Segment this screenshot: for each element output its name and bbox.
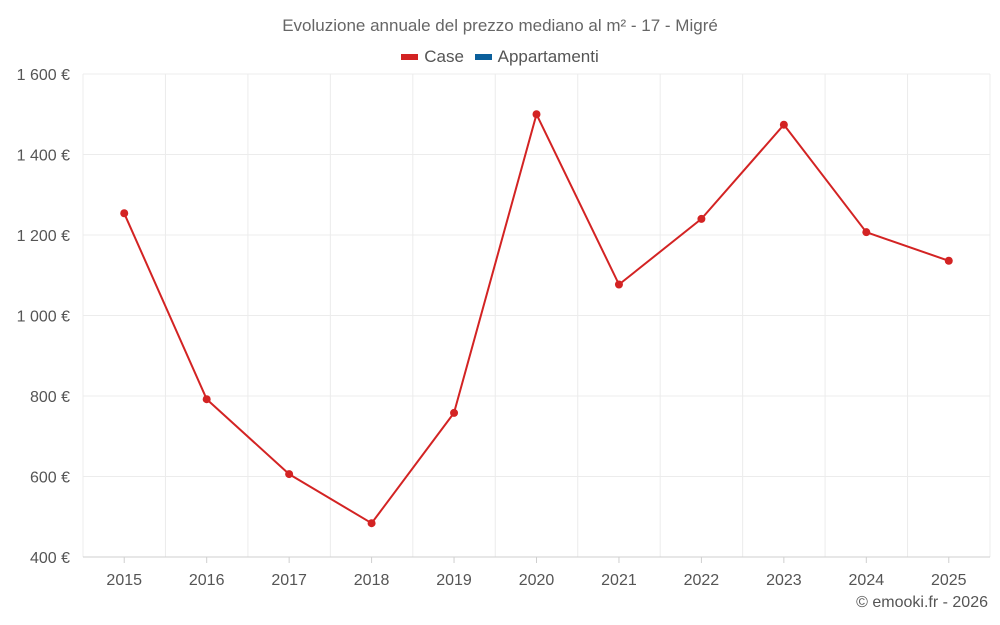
- series-layer: [120, 110, 953, 528]
- y-tick-label: 800 €: [30, 389, 70, 406]
- data-point: [367, 519, 376, 528]
- legend-item-case[interactable]: Case: [401, 47, 464, 67]
- legend-label-appartamenti: Appartamenti: [497, 47, 599, 66]
- data-point: [944, 256, 953, 265]
- x-tick-label: 2018: [354, 572, 390, 589]
- y-tick-label: 1 600 €: [17, 67, 70, 84]
- chart-title: Evoluzione annuale del prezzo mediano al…: [282, 16, 718, 35]
- legend-swatch-case: [401, 54, 419, 60]
- y-tick-label: 1 000 €: [17, 309, 70, 326]
- y-tick-label: 600 €: [30, 470, 70, 487]
- x-tick-label: 2024: [849, 572, 885, 589]
- x-tick-label: 2017: [271, 572, 307, 589]
- data-point: [285, 470, 294, 479]
- legend-swatch-appartamenti: [474, 54, 492, 60]
- x-tick-label: 2021: [601, 572, 637, 589]
- y-tick-label: 400 €: [30, 550, 70, 567]
- data-point: [532, 110, 541, 119]
- x-tick-label: 2016: [189, 572, 225, 589]
- y-tick-label: 1 200 €: [17, 228, 70, 245]
- axes: 400 € 600 € 800 € 1 000 € 1 200 € 1 400 € 1 60…: [17, 67, 967, 589]
- data-point: [614, 280, 623, 289]
- data-point: [779, 120, 788, 129]
- data-point: [862, 228, 871, 237]
- legend: Case Appartamenti: [0, 45, 1000, 67]
- data-point: [697, 214, 706, 223]
- legend-item-appartamenti[interactable]: Appartamenti: [474, 47, 599, 67]
- grid: [82, 73, 991, 558]
- data-point: [450, 408, 459, 417]
- x-tick-label: 2020: [519, 572, 555, 589]
- credit-text: © emooki.fr - 2026: [856, 594, 988, 611]
- x-tick-label: 2023: [766, 572, 802, 589]
- data-point: [202, 395, 211, 404]
- y-tick-label: 1 400 €: [17, 148, 70, 165]
- x-tick-label: 2015: [106, 572, 142, 589]
- x-tick-label: 2019: [436, 572, 472, 589]
- legend-label-case: Case: [424, 47, 464, 66]
- x-tick-label: 2022: [684, 572, 720, 589]
- x-tick-label: 2025: [931, 572, 967, 589]
- data-point: [120, 209, 129, 218]
